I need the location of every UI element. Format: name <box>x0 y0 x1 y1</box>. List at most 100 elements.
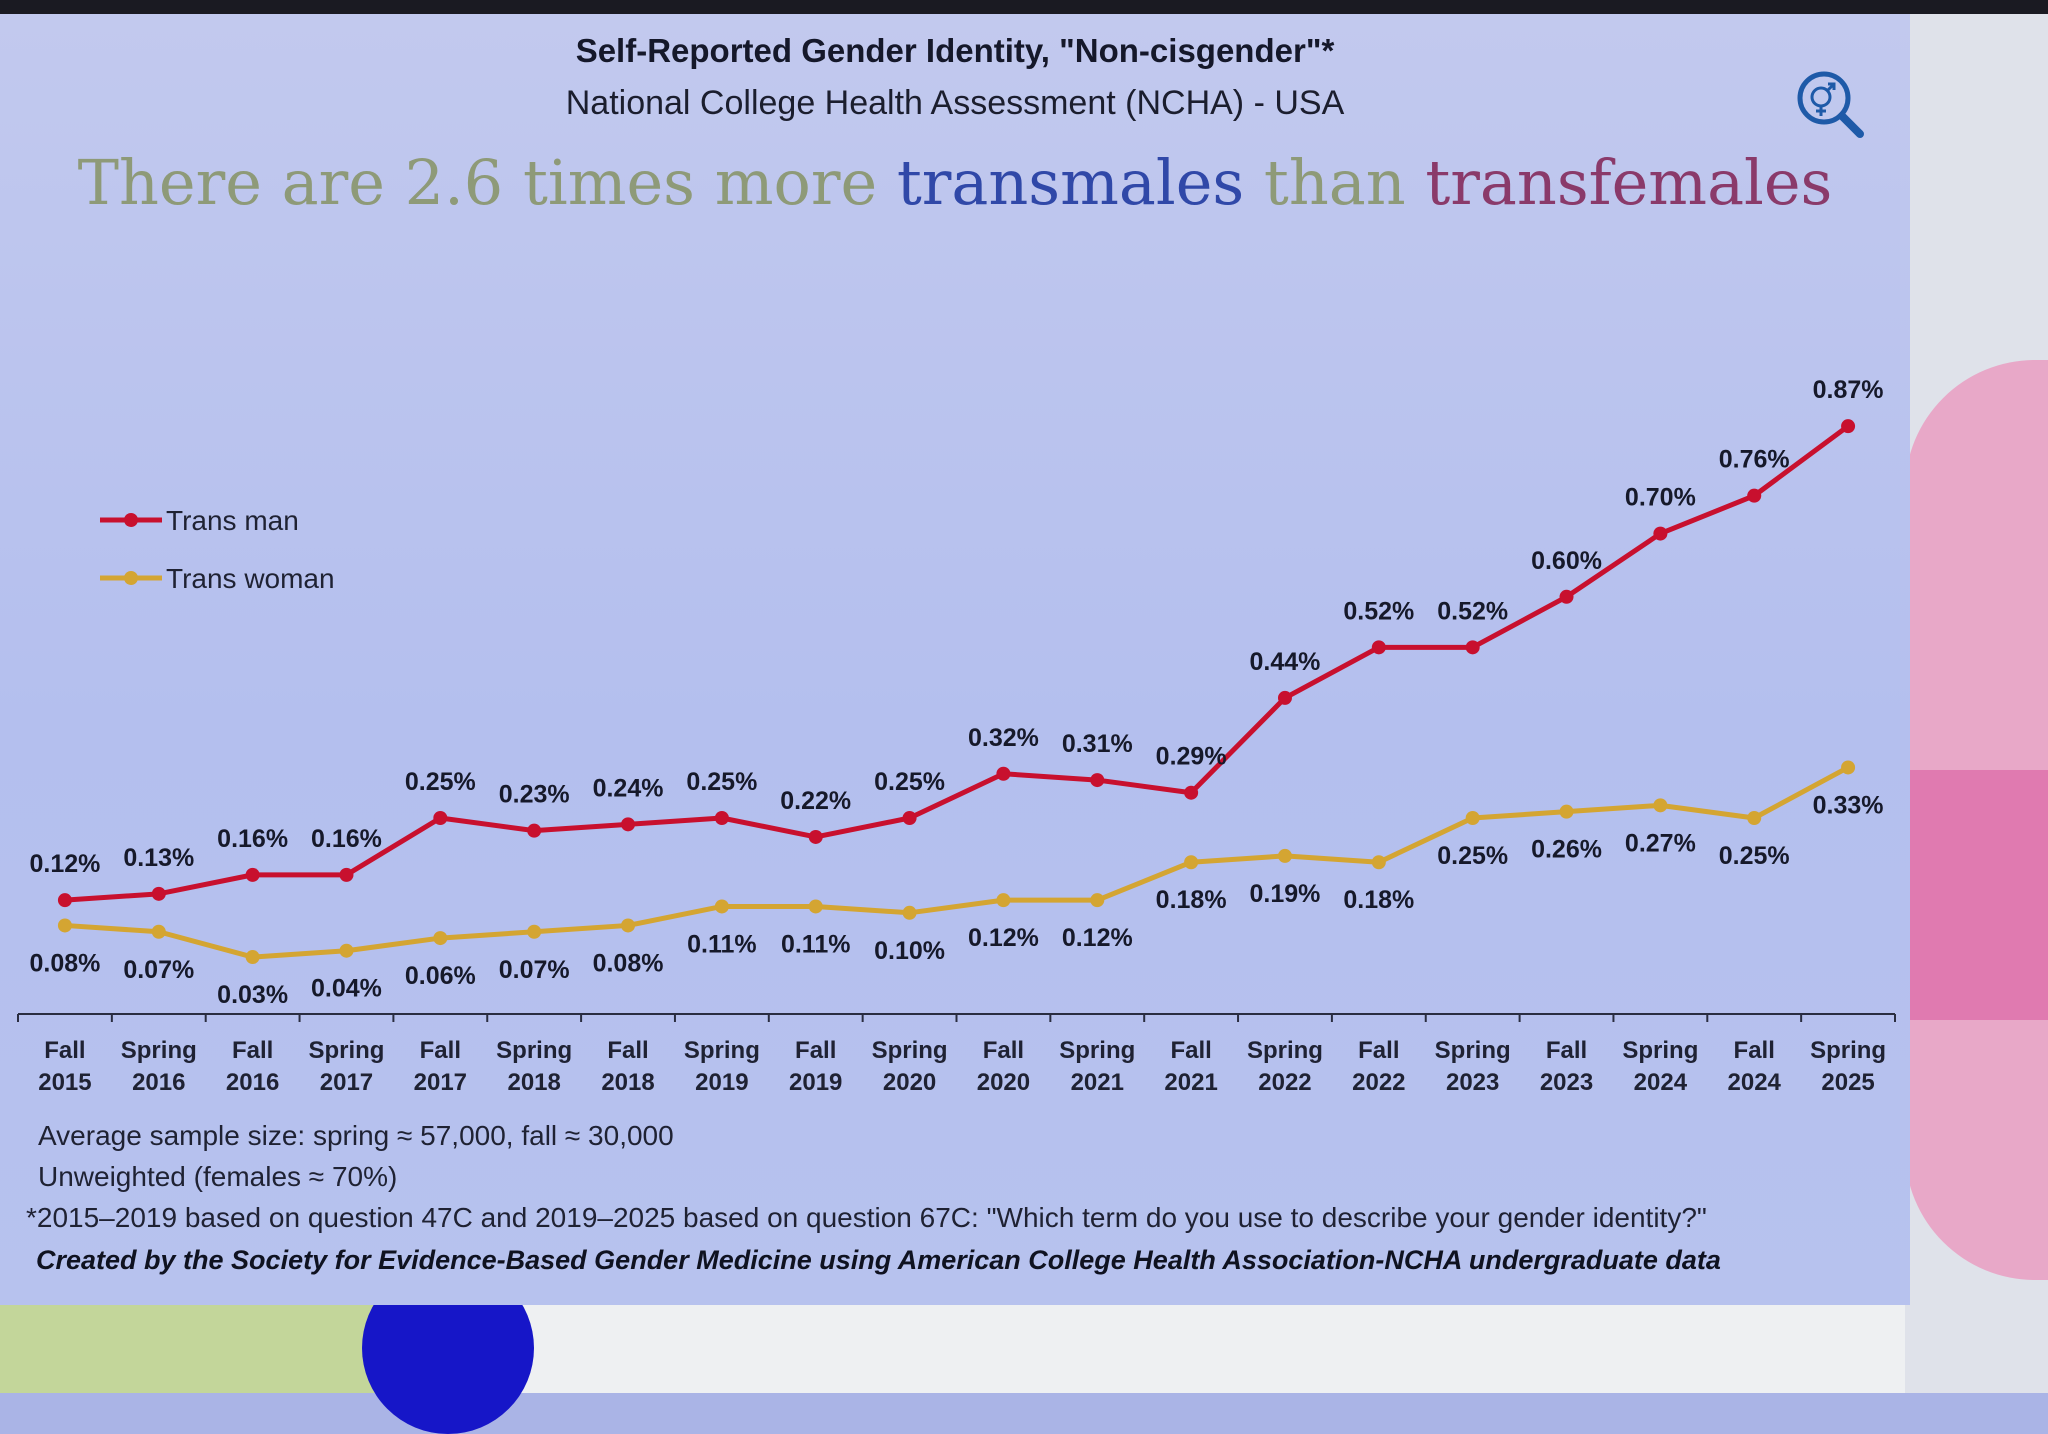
x-tick-label-year: 2024 <box>1728 1069 1782 1096</box>
data-label: 0.04% <box>311 975 382 1003</box>
data-point <box>433 931 448 946</box>
data-label: 0.16% <box>311 825 382 853</box>
data-label: 0.23% <box>499 781 570 809</box>
data-label: 0.32% <box>968 724 1039 752</box>
data-point <box>1371 855 1386 870</box>
x-tick-label-year: 2016 <box>226 1069 279 1096</box>
x-tick-label-year: 2019 <box>695 1069 748 1096</box>
top-bezel <box>0 0 2048 14</box>
data-label: 0.25% <box>1719 842 1790 870</box>
data-label: 0.26% <box>1531 836 1602 864</box>
x-tick-label-year: 2017 <box>320 1069 373 1096</box>
data-point <box>1184 785 1199 800</box>
data-point <box>1465 640 1480 655</box>
data-label: 0.03% <box>217 981 288 1009</box>
source-credit: Created by the Society for Evidence-Base… <box>36 1245 1721 1275</box>
data-point <box>714 899 729 914</box>
data-point <box>527 823 542 838</box>
x-tick-label-year: 2021 <box>1164 1069 1217 1096</box>
x-tick-label-year: 2025 <box>1821 1069 1874 1096</box>
x-tick-label-year: 2024 <box>1634 1069 1688 1096</box>
x-tick-label-season: Spring <box>1622 1037 1698 1064</box>
data-point <box>621 918 636 933</box>
x-tick-label-season: Spring <box>684 1037 760 1064</box>
data-label: 0.25% <box>686 768 757 796</box>
data-label: 0.33% <box>1813 791 1884 819</box>
data-point <box>1559 589 1574 604</box>
data-point <box>808 829 823 844</box>
x-tick-label-year: 2021 <box>1071 1069 1124 1096</box>
data-label: 0.31% <box>1062 730 1133 758</box>
x-tick-label-season: Fall <box>795 1037 836 1064</box>
data-point <box>1559 804 1574 819</box>
data-label: 0.06% <box>405 962 476 990</box>
data-label: 0.29% <box>1156 743 1227 771</box>
x-tick-label-season: Spring <box>1810 1037 1886 1064</box>
x-tick-label-season: Fall <box>420 1037 461 1064</box>
x-tick-label-year: 2018 <box>601 1069 654 1096</box>
data-label: 0.11% <box>781 930 851 958</box>
data-label: 0.70% <box>1625 484 1696 512</box>
data-label: 0.16% <box>217 825 288 853</box>
data-point <box>1090 773 1105 788</box>
data-point <box>57 893 72 908</box>
line-chart: Fall 2015 Spring 2016 Fall 2016 Spring 2017 Fall… <box>17 376 1896 1096</box>
headline-transmales: transmales <box>896 146 1245 219</box>
data-label: 0.08% <box>29 949 100 977</box>
x-tick-label-season: Spring <box>308 1037 384 1064</box>
slide: Self-Reported Gender Identity, "Non-cisg… <box>0 14 1910 1305</box>
decorative-pink-band <box>1905 770 2048 1020</box>
x-tick-label-year: 2019 <box>789 1069 842 1096</box>
x-tick-label-year: 2023 <box>1446 1069 1499 1096</box>
data-point <box>1841 419 1856 434</box>
decorative-green-shape <box>0 1305 380 1393</box>
data-point <box>1747 811 1762 825</box>
data-point <box>1653 526 1668 541</box>
data-point <box>57 918 72 933</box>
data-label: 0.25% <box>405 768 476 796</box>
gender-search-icon <box>1797 71 1864 138</box>
data-label: 0.22% <box>780 787 851 815</box>
data-point <box>621 817 636 832</box>
data-label: 0.87% <box>1813 376 1884 404</box>
x-tick-label-season: Fall <box>1170 1037 1211 1064</box>
data-label: 0.07% <box>123 956 194 984</box>
x-tick-label-year: 2015 <box>38 1069 91 1096</box>
data-point <box>902 905 917 920</box>
legend-label-trans-man: Trans man <box>166 505 299 536</box>
data-point <box>151 924 166 939</box>
data-point <box>1371 640 1386 655</box>
x-tick-label-season: Fall <box>983 1037 1024 1064</box>
data-label: 0.07% <box>499 956 570 984</box>
data-label: 0.10% <box>874 937 945 965</box>
x-tick-label-season: Fall <box>232 1037 273 1064</box>
data-point <box>1465 811 1480 825</box>
x-tick-label-season: Spring <box>496 1037 572 1064</box>
x-tick-label-season: Fall <box>1546 1037 1587 1064</box>
chart-subtitle: National College Health Assessment (NCHA… <box>565 84 1345 122</box>
x-tick-label-year: 2016 <box>132 1069 185 1096</box>
data-point <box>902 811 917 825</box>
x-tick-label-year: 2022 <box>1258 1069 1311 1096</box>
data-point <box>1747 488 1762 503</box>
x-tick-label-season: Spring <box>1435 1037 1511 1064</box>
x-tick-label-season: Spring <box>1059 1037 1135 1064</box>
chart-title: Self-Reported Gender Identity, "Non-cisg… <box>575 32 1335 69</box>
x-tick-label-year: 2022 <box>1352 1069 1405 1096</box>
data-label: 0.12% <box>29 850 100 878</box>
data-point <box>1184 855 1199 870</box>
data-label: 0.19% <box>1250 880 1321 908</box>
series-line-trans-man <box>64 424 1850 903</box>
x-tick-label-year: 2020 <box>883 1069 936 1096</box>
data-label: 0.11% <box>687 930 757 958</box>
data-point <box>1277 848 1292 863</box>
data-point <box>433 811 448 825</box>
data-point <box>245 950 260 965</box>
weighting-note: Unweighted (females ≈ 70%) <box>38 1161 398 1192</box>
x-tick-label-season: Fall <box>607 1037 648 1064</box>
data-point <box>1841 760 1856 775</box>
data-point <box>1277 690 1292 705</box>
data-label: 0.13% <box>123 844 194 872</box>
data-point <box>996 766 1011 781</box>
data-label: 0.24% <box>593 774 664 802</box>
